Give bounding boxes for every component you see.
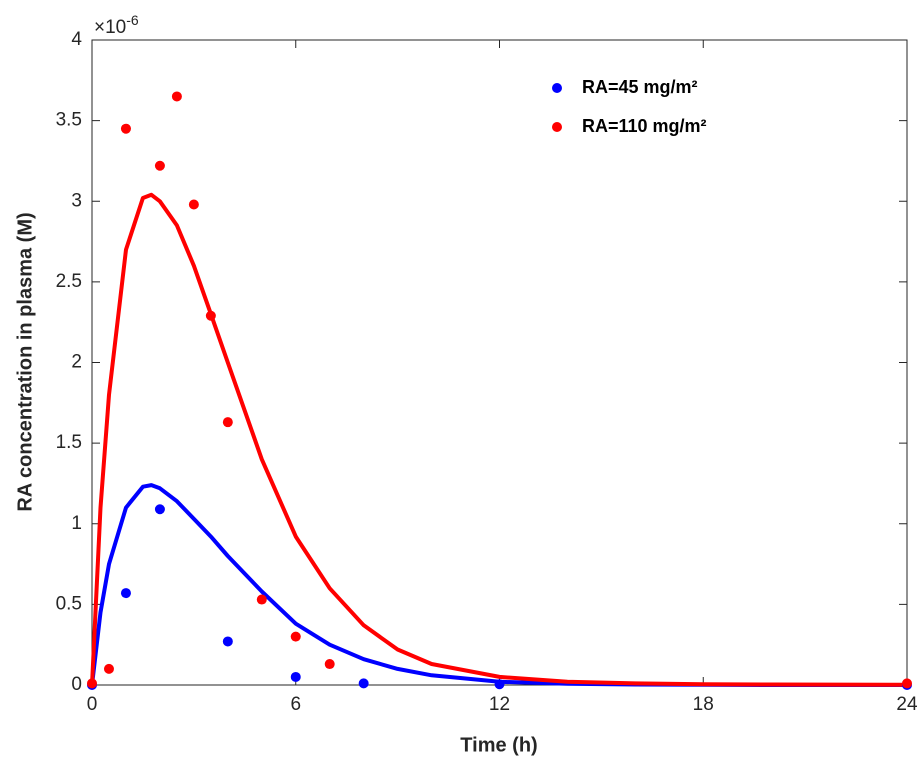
x-tick-label: 6 xyxy=(290,694,301,715)
y-tick-label: 4 xyxy=(71,29,82,50)
y-tick-label: 3 xyxy=(71,190,82,211)
data-point xyxy=(154,160,165,171)
x-tick-label: 18 xyxy=(693,694,714,715)
x-tick-label: 12 xyxy=(489,694,510,715)
y-tick-label: 2 xyxy=(71,352,82,373)
data-point xyxy=(222,636,233,647)
data-point xyxy=(256,594,267,605)
data-point xyxy=(154,504,165,515)
x-tick-label: 0 xyxy=(87,694,98,715)
legend-label: RA=110 mg/m² xyxy=(582,116,707,136)
multiplier-base: ×10 xyxy=(94,17,126,38)
x-axis-label: Time (h) xyxy=(460,734,537,756)
legend-label: RA=45 mg/m² xyxy=(582,77,698,97)
data-point xyxy=(120,123,131,134)
y-tick-label: 2.5 xyxy=(56,271,82,292)
x-tick-label: 24 xyxy=(896,694,918,715)
data-point xyxy=(188,199,199,210)
data-point xyxy=(87,678,97,689)
data-point xyxy=(358,678,369,689)
legend-marker xyxy=(552,122,562,132)
y-tick-label: 1 xyxy=(71,513,82,534)
data-point xyxy=(222,417,233,428)
y-multiplier: ×10-6 xyxy=(94,12,139,38)
data-point xyxy=(290,671,301,682)
y-axis-label: RA concentration in plasma (M) xyxy=(14,212,36,511)
plot-area xyxy=(92,40,907,685)
data-point xyxy=(324,659,335,670)
y-tick-label: 1.5 xyxy=(56,432,82,453)
data-point xyxy=(205,310,216,321)
data-point xyxy=(171,91,182,102)
y-tick-label: 0.5 xyxy=(56,593,82,614)
data-point xyxy=(120,588,131,599)
y-tick-label: 0 xyxy=(71,674,82,695)
fit-curve xyxy=(90,192,908,687)
data-point xyxy=(103,663,114,674)
legend-marker xyxy=(552,83,562,93)
data-point xyxy=(290,631,301,642)
multiplier-exponent: -6 xyxy=(126,12,139,28)
data-point xyxy=(494,679,505,690)
y-tick-label: 3.5 xyxy=(56,110,82,131)
data-point xyxy=(902,678,912,689)
